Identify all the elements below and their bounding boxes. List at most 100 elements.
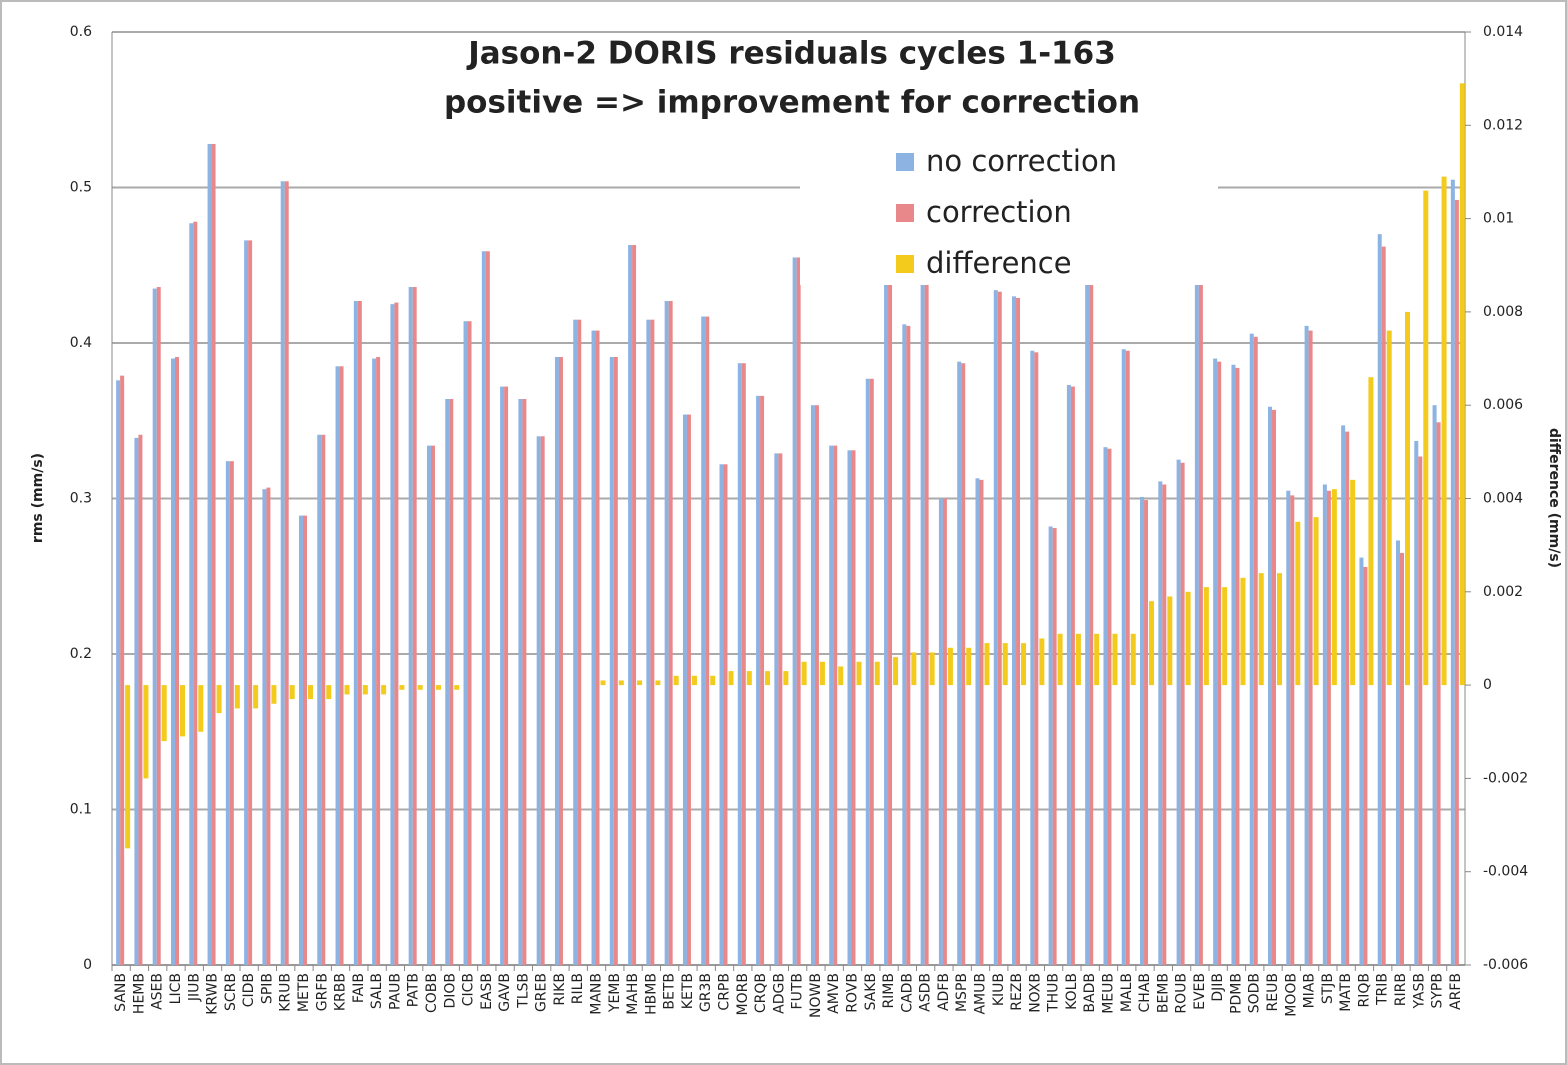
bar [1400, 552, 1405, 965]
x-tick-label: MALB [1119, 973, 1135, 1012]
bar [1057, 633, 1063, 686]
bar [1002, 643, 1008, 686]
bar [705, 316, 710, 965]
bar [1258, 573, 1264, 686]
bar [1176, 459, 1181, 965]
bar [138, 434, 143, 965]
bar [701, 316, 706, 965]
bar [993, 290, 998, 965]
bar [1149, 601, 1155, 686]
bar [1359, 557, 1364, 965]
bar [1313, 517, 1319, 686]
bar [778, 453, 783, 965]
x-tick-label: PDMB [1228, 973, 1244, 1014]
y-tick-label: 0.2 [70, 646, 92, 662]
bar [966, 647, 972, 686]
bar [207, 143, 212, 965]
bar [902, 324, 907, 966]
bar [1363, 566, 1368, 965]
bar [650, 319, 655, 965]
x-tick-label: NOXB [1027, 973, 1043, 1013]
y-tick-label: 0.5 [70, 180, 92, 196]
bar [1194, 212, 1199, 965]
x-tick-label: BEMB [1155, 973, 1171, 1013]
x-tick-label: TLSB [515, 973, 531, 1009]
bar [911, 652, 917, 686]
bar [536, 436, 541, 965]
bar [1253, 336, 1258, 965]
bar [719, 464, 724, 965]
bar [357, 301, 362, 965]
bar [655, 680, 661, 686]
x-tick-label: CRPB [717, 973, 733, 1011]
bar [321, 434, 326, 965]
bar [984, 643, 990, 686]
bar [1272, 409, 1277, 965]
x-tick-label: KRUB [278, 973, 294, 1012]
x-tick-label: DJIB [1210, 973, 1226, 1002]
bar [1012, 296, 1017, 966]
bar [1418, 456, 1423, 965]
bar [723, 464, 728, 965]
bar [874, 661, 880, 686]
x-tick-label: PAUB [387, 973, 403, 1010]
bar [1368, 377, 1374, 686]
legend-swatch [896, 255, 914, 273]
x-tick-label: MANB [589, 973, 605, 1015]
bar [339, 366, 344, 965]
bar [1158, 481, 1163, 965]
bar [618, 680, 624, 686]
bar [1459, 83, 1465, 686]
bar [284, 181, 289, 965]
bar [244, 240, 249, 965]
y2-tick-label: -0.004 [1483, 864, 1528, 880]
bar [710, 675, 716, 686]
x-tick-label: DIOB [442, 973, 458, 1009]
x-tick-label: GREB [534, 973, 550, 1012]
x-tick-label: COBB [424, 973, 440, 1013]
bar [481, 251, 486, 965]
bar [1240, 577, 1246, 686]
bar [1185, 591, 1191, 686]
bar [1396, 540, 1401, 965]
bar [1198, 215, 1203, 966]
x-tick-label: YEMB [607, 973, 623, 1013]
bar [796, 257, 801, 966]
bar [211, 143, 216, 965]
bar [728, 671, 734, 686]
bar [961, 363, 966, 966]
bar [765, 671, 771, 686]
bar [394, 302, 399, 965]
bar [362, 685, 368, 695]
bar [298, 515, 303, 965]
chart-title: Jason-2 DORIS residuals cycles 1-163 [466, 36, 1116, 72]
x-tick-label: SPIB [259, 973, 275, 1004]
bar [573, 319, 578, 965]
bar [1085, 243, 1090, 966]
x-tick-label: SALB [369, 973, 385, 1009]
bar [253, 685, 259, 709]
bar [691, 675, 697, 686]
x-tick-label: HEMB [131, 973, 147, 1014]
x-tick-label: BADB [1082, 973, 1098, 1013]
bar [591, 330, 596, 965]
bar [686, 414, 691, 965]
x-tick-label: MSPB [954, 973, 970, 1012]
bar [1436, 422, 1441, 965]
x-tick-label: THUB [1046, 973, 1062, 1013]
bar [143, 685, 149, 779]
bar [1140, 496, 1145, 965]
bar [1231, 364, 1236, 965]
x-tick-label: MIAB [1302, 973, 1318, 1008]
x-tick-label: PATB [406, 973, 422, 1007]
bar [152, 288, 157, 965]
x-tick-label: GRFB [314, 973, 330, 1011]
bar [865, 378, 870, 965]
x-tick-label: KIUB [991, 973, 1007, 1006]
x-tick-label: MEUB [1100, 973, 1116, 1014]
bar [1144, 500, 1149, 965]
bar [1125, 350, 1130, 965]
bar [942, 498, 947, 965]
bar [1304, 325, 1309, 965]
x-tick-label: ADGB [771, 973, 787, 1014]
